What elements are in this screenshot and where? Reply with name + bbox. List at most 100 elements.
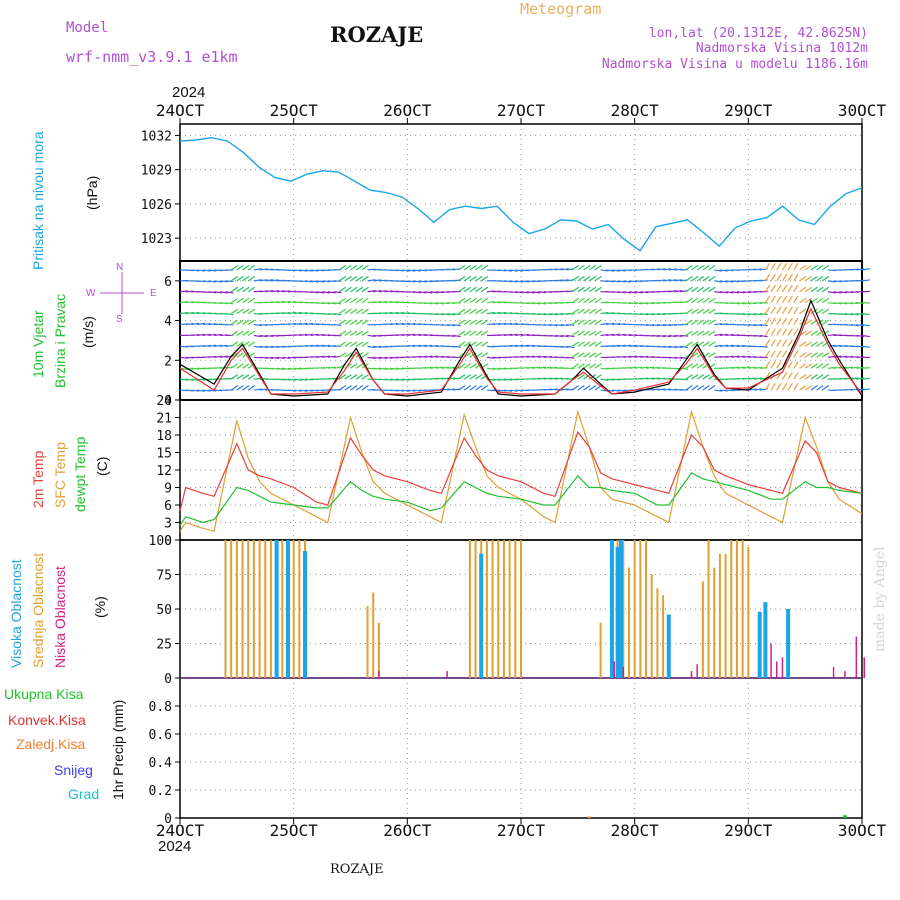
wind-arrow	[793, 361, 799, 369]
cloud-bar-mid	[485, 540, 488, 678]
wind-arrow	[742, 302, 751, 305]
wind-arrow	[833, 344, 842, 347]
wind-arrow	[583, 308, 591, 315]
wind-arrow	[367, 345, 376, 349]
wind-arrow	[395, 269, 404, 272]
wind-arrow	[355, 297, 364, 304]
wind-arrow	[611, 333, 620, 337]
wind-arrow	[577, 374, 585, 380]
wind-arrow	[242, 275, 250, 282]
date-label-top: 30OCT	[838, 101, 887, 120]
precip-zaledj-label: Zaledj.Kisa	[16, 736, 86, 752]
wind-arrow	[577, 363, 585, 369]
wind-arrow	[338, 308, 347, 315]
wind-arrow	[702, 264, 710, 271]
cloud-bar-mid	[264, 540, 267, 678]
wind-arrow	[247, 385, 256, 391]
wind-arrow	[344, 330, 352, 336]
wind-arrow	[236, 319, 244, 326]
wind-arrow	[208, 269, 217, 272]
wind-arrow	[594, 275, 602, 282]
wind-arrow	[304, 389, 314, 392]
date-label-bottom: 28OCT	[611, 821, 660, 840]
wind-arrow	[230, 319, 239, 326]
wind-arrow	[856, 377, 865, 380]
wind-arrow	[651, 388, 660, 391]
wind-arrow	[668, 268, 677, 271]
wind-arrow	[702, 341, 710, 347]
wind-arrow	[759, 323, 768, 327]
wind-arrow	[685, 319, 693, 326]
wind-arrow	[537, 313, 547, 316]
wind-arrow	[691, 275, 699, 282]
meteogram-label: Meteogram	[520, 0, 602, 18]
wind-arrow	[668, 388, 677, 391]
wind-arrow	[708, 352, 716, 358]
y-tick-label: 1032	[141, 129, 172, 144]
wind-arrow	[509, 322, 518, 326]
wind-arrow	[662, 334, 672, 338]
compass-s: S	[116, 314, 123, 325]
wind-arrow	[265, 356, 274, 359]
wind-arrow	[338, 275, 347, 282]
wind-arrow	[247, 319, 256, 326]
wind-arrow	[367, 356, 376, 359]
wind-arrow	[179, 356, 189, 359]
wind-arrow	[674, 290, 683, 293]
wind-arrow	[424, 344, 433, 347]
wind-arrow	[486, 311, 495, 315]
wind-arrow	[282, 290, 291, 293]
wind-arrow	[566, 356, 575, 359]
wind-arrow	[361, 374, 369, 380]
wind-arrow	[327, 344, 336, 347]
wind-arrow	[696, 330, 705, 336]
wind-arrow	[247, 264, 256, 271]
wind-arrow	[304, 322, 314, 326]
wind-arrow	[662, 279, 672, 282]
wind-arrow	[270, 345, 279, 349]
wind-arrow	[691, 308, 699, 315]
wind-arrow	[384, 367, 393, 371]
wind-arrow	[793, 372, 799, 380]
wind-arrow	[230, 275, 239, 282]
wind-arrow	[543, 388, 552, 391]
wind-arrow	[685, 264, 693, 271]
y-tick-label: 12	[156, 464, 172, 479]
cloud-bar-mid	[662, 595, 665, 678]
wind-arrow	[583, 275, 591, 282]
wind-arrow	[685, 308, 693, 315]
wind-arrow	[458, 308, 466, 315]
wind-arrow	[770, 262, 776, 271]
y-tick-label: 0.6	[149, 728, 172, 743]
cloud-bar-low	[696, 664, 698, 678]
wind-arrow	[816, 363, 824, 369]
wind-arrow	[532, 344, 541, 347]
wind-arrow	[588, 275, 597, 282]
wind-arrow	[736, 302, 745, 305]
wind-arrow	[685, 275, 693, 282]
wind-arrow	[287, 301, 296, 304]
wind-arrow	[537, 291, 547, 294]
wind-arrow	[287, 378, 296, 381]
wind-arrow	[640, 313, 649, 316]
wind-arrow	[776, 273, 782, 282]
wind-arrow	[696, 286, 705, 293]
wind-arrow	[787, 295, 793, 304]
wind-arrow	[447, 334, 456, 337]
wind-arrow	[731, 291, 740, 294]
wind-arrow	[458, 385, 466, 391]
wind-arrow	[781, 383, 788, 391]
wind-arrow	[680, 378, 689, 381]
wind-arrows	[179, 262, 871, 392]
wind-arrow	[480, 275, 489, 282]
wind-arrow	[503, 269, 512, 272]
wind-arrow	[515, 344, 524, 347]
wind-arrow	[816, 297, 824, 304]
wind-arrow	[378, 367, 387, 370]
wind-arrow	[338, 286, 347, 293]
wind-arrow	[458, 330, 466, 336]
wind-arrow	[498, 311, 507, 315]
wind-arrow	[770, 273, 776, 282]
wind-arrow	[634, 366, 643, 369]
y-tick-label: 0	[164, 812, 172, 827]
